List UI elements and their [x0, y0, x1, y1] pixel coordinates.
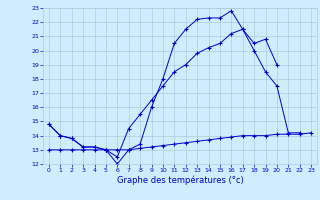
- X-axis label: Graphe des températures (°c): Graphe des températures (°c): [116, 176, 244, 185]
